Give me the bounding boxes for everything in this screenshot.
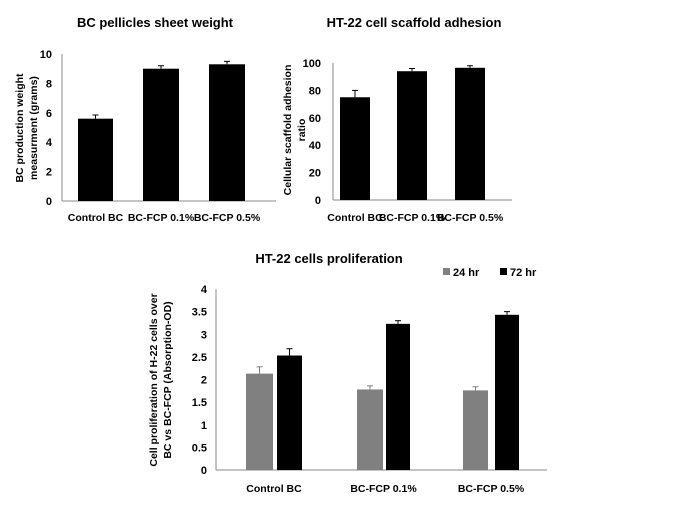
y-tick-label: 4 — [46, 137, 53, 149]
y-tick-label: 3 — [201, 329, 207, 341]
y-axis-label: Cellular scaffold adhesion — [282, 65, 294, 196]
bar — [386, 323, 410, 470]
y-tick-label: 8 — [46, 78, 52, 90]
y-tick-label: 6 — [46, 108, 52, 120]
legend-label: 72 hr — [510, 267, 537, 279]
y-tick-label: 60 — [309, 113, 321, 125]
y-tick-label: 4 — [201, 284, 208, 296]
x-category-label: Control BC — [246, 483, 302, 495]
bar — [78, 118, 113, 201]
bar — [397, 71, 427, 200]
x-category-label: BC-FCP 0.5% — [194, 212, 261, 224]
bar — [246, 373, 273, 470]
y-tick-label: 0 — [46, 196, 52, 208]
bar — [209, 64, 245, 201]
y-tick-label: 2 — [201, 375, 207, 387]
y-tick-label: 1 — [201, 420, 207, 432]
y-tick-label: 3.5 — [192, 307, 207, 319]
y-tick-label: 2.5 — [192, 352, 207, 364]
chart-title: HT-22 cells proliferation — [255, 251, 402, 266]
chart-title: BC pellicles sheet weight — [77, 15, 234, 30]
y-axis-label: Cell proliferation of H-22 cells over — [148, 293, 160, 466]
x-category-label: BC-FCP 0.5% — [437, 212, 504, 224]
y-tick-label: 0.5 — [192, 442, 207, 454]
x-category-label: BC-FCP 0.1% — [350, 483, 417, 495]
bar — [357, 389, 383, 470]
x-category-label: Control BC — [327, 212, 383, 224]
y-axis-label: BC vs BC-FCP (Absorption-OD) — [162, 301, 174, 458]
x-category-label: BC-FCP 0.1% — [128, 212, 195, 224]
x-category-label: BC-FCP 0.1% — [379, 212, 446, 224]
bar — [277, 355, 302, 470]
bar — [463, 390, 488, 470]
y-tick-label: 20 — [309, 168, 321, 180]
y-tick-label: 0 — [315, 195, 321, 207]
y-tick-label: 1.5 — [192, 397, 207, 409]
bar — [340, 97, 370, 200]
legend-label: 24 hr — [453, 267, 480, 279]
y-axis-label: BC production weight — [14, 73, 26, 183]
bar — [143, 68, 179, 201]
x-category-label: Control BC — [68, 212, 124, 224]
y-tick-label: 40 — [309, 140, 321, 152]
bar — [455, 67, 485, 200]
legend-swatch — [443, 268, 450, 275]
y-axis-label: ratio — [296, 119, 308, 142]
y-tick-label: 10 — [40, 49, 52, 61]
y-tick-label: 100 — [303, 58, 321, 70]
y-tick-label: 80 — [309, 85, 321, 97]
legend-swatch — [500, 268, 507, 275]
y-tick-label: 0 — [201, 465, 207, 477]
y-tick-label: 2 — [46, 167, 52, 179]
bar — [495, 314, 519, 470]
chart-title: HT-22 cell scaffold adhesion — [327, 15, 502, 30]
x-category-label: BC-FCP 0.5% — [458, 483, 525, 495]
y-axis-label: measurment (grams) — [28, 76, 40, 180]
